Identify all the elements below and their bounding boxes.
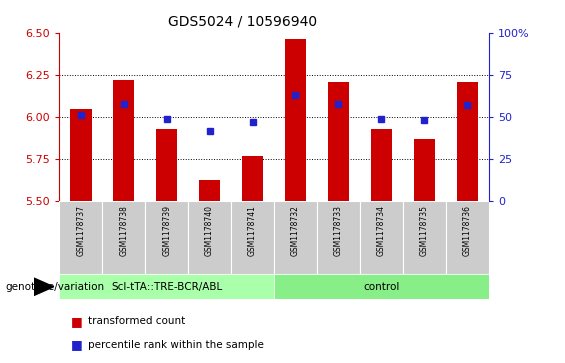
Text: transformed count: transformed count (88, 316, 185, 326)
Text: ■: ■ (71, 338, 82, 351)
Bar (145, 201, 188, 274)
Bar (274, 201, 317, 274)
Text: GDS5024 / 10596940: GDS5024 / 10596940 (168, 15, 318, 29)
Text: control: control (363, 282, 399, 292)
Text: GSM1178732: GSM1178732 (291, 205, 300, 256)
Bar (59, 274, 274, 299)
Text: GSM1178738: GSM1178738 (119, 205, 128, 256)
Bar (360, 201, 403, 274)
Bar (457, 82, 478, 201)
Bar (446, 201, 489, 274)
Bar (403, 201, 446, 274)
Text: GSM1178735: GSM1178735 (420, 205, 429, 256)
Bar (231, 201, 274, 274)
Text: GSM1178736: GSM1178736 (463, 205, 472, 256)
Bar (59, 201, 102, 274)
Bar (70, 109, 92, 201)
Text: GSM1178740: GSM1178740 (205, 205, 214, 256)
Text: GSM1178739: GSM1178739 (162, 205, 171, 256)
Bar (242, 156, 263, 201)
Bar (328, 82, 349, 201)
Text: genotype/variation: genotype/variation (6, 282, 105, 292)
Bar (285, 40, 306, 201)
Text: GSM1178741: GSM1178741 (248, 205, 257, 256)
Text: percentile rank within the sample: percentile rank within the sample (88, 340, 263, 350)
Bar (274, 274, 489, 299)
Bar (156, 129, 177, 201)
Bar (188, 201, 231, 274)
Bar (102, 201, 145, 274)
Bar (414, 139, 435, 201)
Text: GSM1178733: GSM1178733 (334, 205, 343, 256)
Bar (371, 129, 392, 201)
Text: GSM1178737: GSM1178737 (76, 205, 85, 256)
Text: Scl-tTA::TRE-BCR/ABL: Scl-tTA::TRE-BCR/ABL (111, 282, 222, 292)
Text: ■: ■ (71, 315, 82, 328)
Text: GSM1178734: GSM1178734 (377, 205, 386, 256)
Bar (113, 80, 134, 201)
Bar (317, 201, 360, 274)
Bar (199, 180, 220, 201)
Polygon shape (34, 278, 54, 295)
